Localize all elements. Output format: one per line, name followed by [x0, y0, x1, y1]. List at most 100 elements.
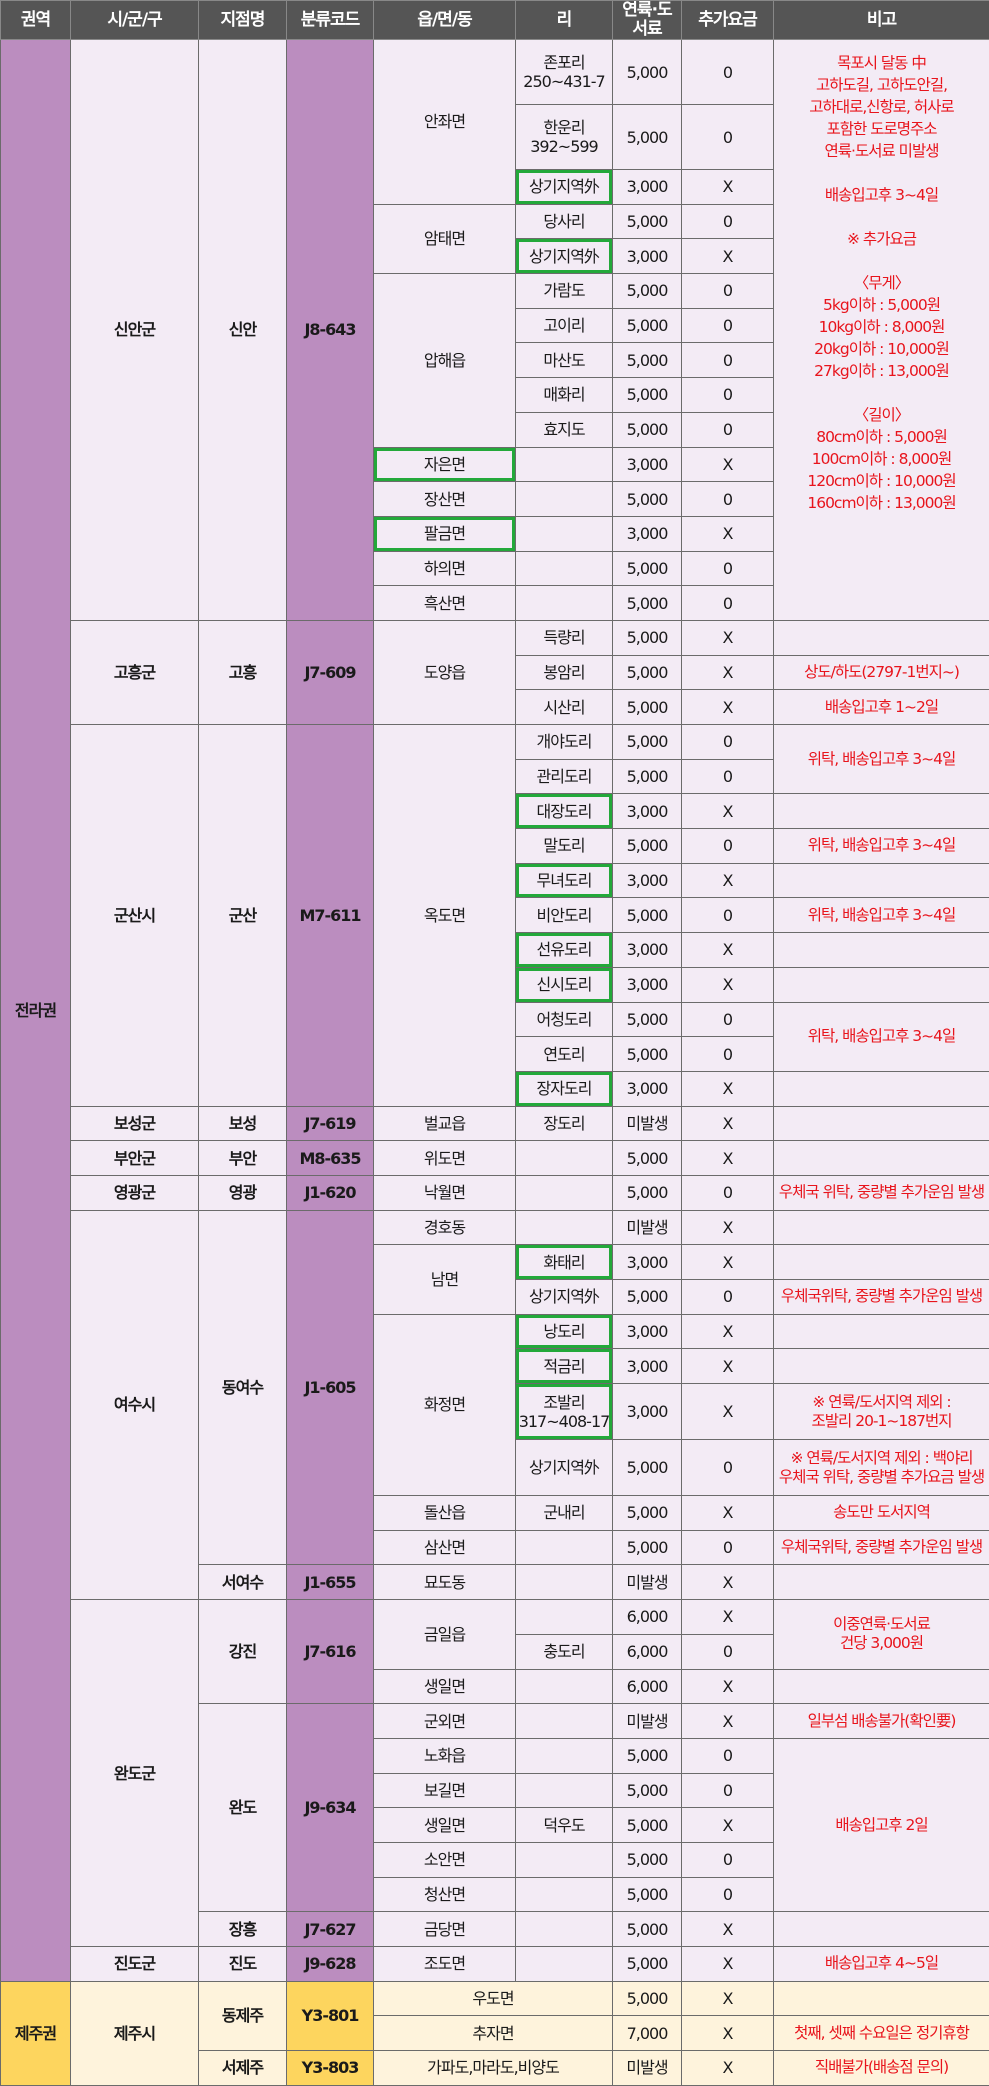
- extra-fee-cell: X: [682, 447, 774, 482]
- village-cell: [516, 1704, 613, 1739]
- note-cell: 송도만 도서지역: [774, 1496, 989, 1531]
- branch-cell: 군산: [199, 725, 287, 1107]
- extra-fee-cell: X: [682, 1141, 774, 1176]
- village-cell: 고이리: [516, 308, 613, 343]
- note-cell: 위탁, 배송입고후 3~4일: [774, 898, 989, 933]
- town-cell: 금일읍: [374, 1600, 516, 1669]
- header-note: 비고: [774, 1, 989, 40]
- village-cell: [516, 1912, 613, 1947]
- city-cell: 고흥군: [71, 620, 199, 724]
- extra-fee-cell: X: [682, 1704, 774, 1739]
- island-fee-cell: 5,000: [613, 1037, 682, 1072]
- code-cell: J7-619: [287, 1106, 374, 1141]
- town-cell: 남면: [374, 1245, 516, 1314]
- city-cell: 완도군: [71, 1600, 199, 1947]
- island-fee-cell: 6,000: [613, 1634, 682, 1669]
- note-cell: 우체국위탁, 중량별 추가운임 발생: [774, 1530, 989, 1565]
- note-cell: [774, 1106, 989, 1141]
- note-cell: [774, 863, 989, 898]
- village-cell: 무녀도리: [516, 863, 613, 898]
- island-fee-cell: 5,000: [613, 655, 682, 690]
- note-cell: 위탁, 배송입고후 3~4일: [774, 1002, 989, 1071]
- island-fee-cell: 5,000: [613, 1280, 682, 1315]
- town-cell: 옥도면: [374, 725, 516, 1107]
- island-fee-cell: 5,000: [613, 1440, 682, 1496]
- village-cell: 말도리: [516, 829, 613, 864]
- extra-fee-cell: X: [682, 1106, 774, 1141]
- city-cell: 신안군: [71, 40, 199, 621]
- extra-fee-cell: 0: [682, 759, 774, 794]
- island-fee-cell: 미발생: [613, 1210, 682, 1245]
- extra-fee-cell: X: [682, 2016, 774, 2051]
- village-cell: 비안도리: [516, 898, 613, 933]
- village-cell: 개야도리: [516, 725, 613, 760]
- branch-cell: 서여수: [199, 1565, 287, 1600]
- island-fee-cell: 5,000: [613, 1738, 682, 1773]
- town-cell: 군외면: [374, 1704, 516, 1739]
- branch-cell: 동여수: [199, 1210, 287, 1565]
- extra-fee-cell: X: [682, 1981, 774, 2016]
- village-cell: 당사리: [516, 204, 613, 239]
- village-cell: 장자도리: [516, 1071, 613, 1106]
- note-cell: [774, 1245, 989, 1280]
- island-fee-cell: 3,000: [613, 933, 682, 968]
- extra-fee-cell: 0: [682, 1440, 774, 1496]
- extra-fee-cell: 0: [682, 482, 774, 517]
- extra-fee-cell: 0: [682, 1280, 774, 1315]
- city-cell: 여수시: [71, 1210, 199, 1600]
- island-fee-cell: 5,000: [613, 412, 682, 447]
- note-cell: ※ 연륙/도서지역 제외 : 조발리 20-1~187번지: [774, 1384, 989, 1440]
- extra-fee-cell: 0: [682, 274, 774, 309]
- island-fee-cell: 5,000: [613, 204, 682, 239]
- village-cell: [516, 447, 613, 482]
- village-cell: 덕우도: [516, 1808, 613, 1843]
- village-cell: 매화리: [516, 378, 613, 413]
- village-cell: 충도리: [516, 1634, 613, 1669]
- branch-cell: 완도: [199, 1704, 287, 1912]
- town-cell: 소안면: [374, 1842, 516, 1877]
- island-fee-cell: 미발생: [613, 1704, 682, 1739]
- town-cell: 압해읍: [374, 274, 516, 447]
- extra-fee-cell: X: [682, 1496, 774, 1531]
- town-cell: 가파도,마라도,비양도: [374, 2051, 613, 2086]
- note-cell: [774, 1141, 989, 1176]
- island-fee-cell: 3,000: [613, 967, 682, 1002]
- village-cell: [516, 516, 613, 551]
- town-cell: 우도면: [374, 1981, 613, 2016]
- extra-fee-cell: 0: [682, 898, 774, 933]
- extra-fee-cell: 0: [682, 1877, 774, 1912]
- extra-fee-cell: X: [682, 967, 774, 1002]
- village-cell: 군내리: [516, 1496, 613, 1531]
- town-cell: 자은면: [374, 447, 516, 482]
- town-cell: 노화읍: [374, 1738, 516, 1773]
- extra-fee-cell: 0: [682, 1175, 774, 1210]
- island-fee-cell: 5,000: [613, 1842, 682, 1877]
- village-cell: 어청도리: [516, 1002, 613, 1037]
- header-code: 분류코드: [287, 1, 374, 40]
- extra-fee-cell: X: [682, 1565, 774, 1600]
- note-cell: 배송입고후 1~2일: [774, 690, 989, 725]
- note-cell: [774, 1210, 989, 1245]
- town-cell: 하의면: [374, 551, 516, 586]
- extra-fee-cell: X: [682, 2051, 774, 2086]
- town-cell: 추자면: [374, 2016, 613, 2051]
- note-cell: [774, 1565, 989, 1600]
- branch-cell: 고흥: [199, 620, 287, 724]
- island-fee-cell: 5,000: [613, 586, 682, 621]
- village-cell: [516, 1947, 613, 1982]
- header-extra-fee: 추가요금: [682, 1, 774, 40]
- code-cell: J7-627: [287, 1912, 374, 1947]
- branch-cell: 보성: [199, 1106, 287, 1141]
- code-cell: J7-609: [287, 620, 374, 724]
- note-cell: [774, 1981, 989, 2016]
- island-fee-cell: 5,000: [613, 1912, 682, 1947]
- island-fee-cell: 3,000: [613, 794, 682, 829]
- village-cell: [516, 482, 613, 517]
- village-cell: 장도리: [516, 1106, 613, 1141]
- header-branch: 지점명: [199, 1, 287, 40]
- town-cell: 낙월면: [374, 1175, 516, 1210]
